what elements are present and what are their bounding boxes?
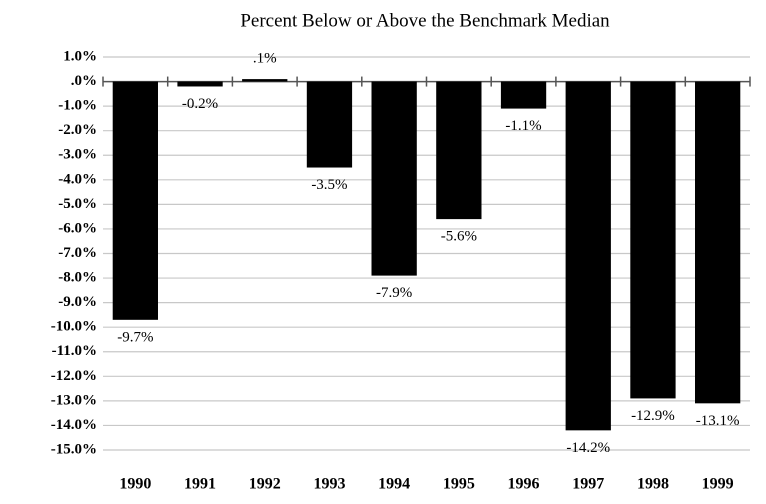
x-tick-label: 1990: [119, 476, 151, 493]
data-label: -12.9%: [631, 408, 675, 424]
data-label: -13.1%: [696, 413, 740, 429]
y-tick-label: -5.0%: [58, 196, 97, 212]
y-tick-label: -2.0%: [58, 122, 97, 138]
chart-title: Percent Below or Above the Benchmark Med…: [240, 10, 610, 31]
data-label: -7.9%: [376, 285, 412, 301]
y-tick-label: -9.0%: [58, 294, 97, 310]
x-tick-label: 1999: [702, 476, 734, 493]
y-tick-label: 1.0%: [63, 48, 97, 64]
y-tick-label: -6.0%: [58, 220, 97, 236]
bar: [630, 81, 676, 399]
bar: [695, 81, 741, 404]
bar: [436, 81, 482, 220]
x-tick-label: 1996: [508, 476, 540, 493]
bar: [306, 81, 353, 168]
x-tick-label: 1998: [637, 476, 669, 493]
bar: [177, 81, 223, 87]
y-tick-label: -8.0%: [58, 270, 97, 286]
x-tick-label: 1992: [249, 476, 281, 493]
data-label: -9.7%: [117, 329, 153, 345]
data-label: -3.5%: [311, 177, 347, 193]
data-label: .1%: [253, 51, 277, 67]
x-tick-label: 1995: [443, 476, 475, 493]
y-tick-label: -13.0%: [51, 392, 97, 408]
y-tick-label: -1.0%: [58, 98, 97, 114]
data-label: -1.1%: [505, 118, 541, 134]
y-tick-label: -11.0%: [52, 343, 97, 359]
data-label: -14.2%: [566, 440, 610, 456]
data-label: -5.6%: [441, 229, 477, 245]
x-tick-label: 1991: [184, 476, 216, 493]
y-tick-label: -4.0%: [58, 171, 97, 187]
bar: [242, 79, 288, 82]
x-tick-label: 1994: [378, 476, 410, 493]
x-tick-label: 1993: [313, 476, 345, 493]
y-tick-label: -12.0%: [51, 368, 97, 384]
y-tick-label: -3.0%: [58, 147, 97, 163]
y-tick-label: -7.0%: [58, 245, 97, 261]
y-tick-label: -10.0%: [51, 319, 97, 335]
bar: [565, 81, 611, 431]
data-label: -0.2%: [182, 96, 218, 112]
bar: [112, 81, 158, 320]
y-tick-label: -14.0%: [51, 417, 97, 433]
y-tick-label: -15.0%: [51, 441, 97, 457]
bar: [500, 81, 547, 109]
y-tick-label: .0%: [71, 73, 97, 89]
bar: [371, 81, 417, 276]
x-tick-label: 1997: [572, 476, 604, 493]
